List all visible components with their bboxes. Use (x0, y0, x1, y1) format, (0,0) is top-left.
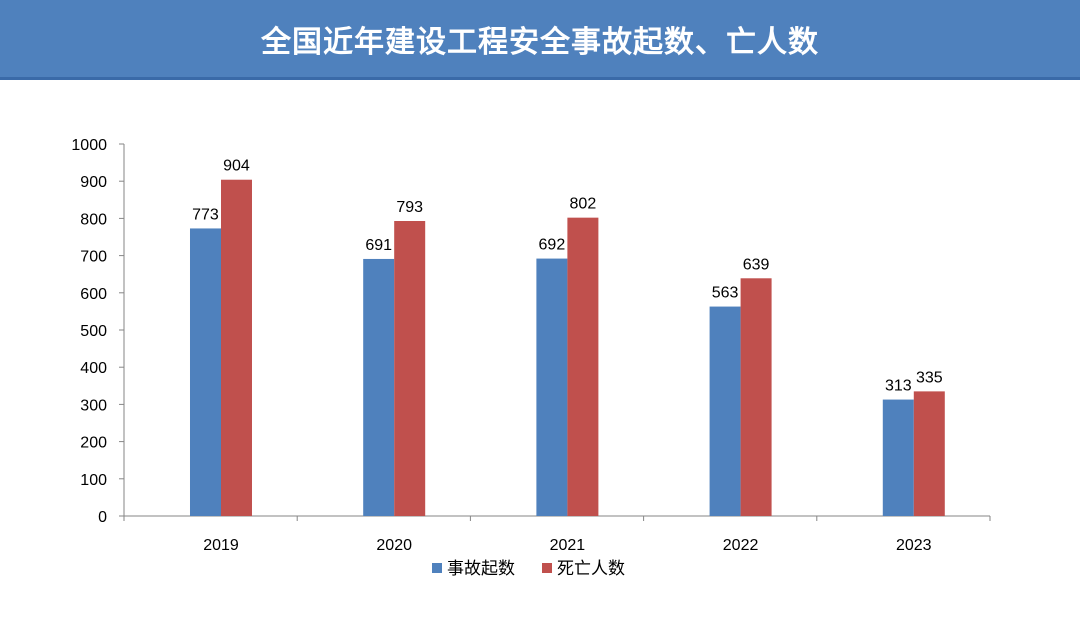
bar-deaths (740, 278, 772, 516)
title-banner: 全国近年建设工程安全事故起数、亡人数 (0, 0, 1080, 80)
y-tick-label: 100 (80, 472, 107, 489)
data-label: 773 (192, 206, 219, 223)
bar-accidents (189, 228, 221, 516)
data-label: 313 (885, 378, 912, 395)
page-title: 全国近年建设工程安全事故起数、亡人数 (261, 24, 819, 60)
y-tick-label: 1000 (71, 137, 107, 154)
data-label: 563 (712, 285, 739, 302)
bar-accidents (882, 399, 914, 516)
x-tick-label: 2023 (896, 537, 932, 554)
legend-label: 事故起数 (447, 559, 515, 579)
bar-deaths (913, 391, 945, 516)
bar-chart: 0 100 200 300 400 500 600 700 800 900 1000 773 904 20… (71, 137, 991, 579)
chart-area: 0 100 200 300 400 500 600 700 800 900 1000 773 904 20… (0, 80, 1080, 617)
data-label: 793 (396, 199, 423, 216)
data-label: 692 (539, 237, 566, 254)
legend-swatch (542, 563, 552, 573)
data-label: 802 (570, 196, 597, 213)
y-tick-label: 900 (80, 174, 107, 191)
bar-deaths (220, 179, 252, 516)
data-label: 335 (916, 369, 943, 386)
x-tick-label: 2020 (376, 537, 412, 554)
legend-label: 死亡人数 (557, 559, 625, 579)
bar-deaths (567, 217, 599, 516)
y-tick-label: 700 (80, 249, 107, 266)
bar-deaths (394, 221, 426, 516)
y-tick-label: 300 (80, 397, 107, 414)
bar-accidents (536, 258, 568, 516)
data-label: 691 (365, 237, 392, 254)
y-tick-label: 800 (80, 211, 107, 228)
x-tick-label: 2021 (550, 537, 586, 554)
y-tick-label: 0 (98, 509, 107, 526)
bar-accidents (709, 306, 741, 516)
legend-swatch (432, 563, 442, 573)
bar-accidents (363, 258, 395, 516)
x-tick-label: 2019 (203, 537, 239, 554)
y-tick-label: 500 (80, 323, 107, 340)
data-label: 904 (223, 158, 250, 175)
data-label: 639 (743, 256, 770, 273)
y-tick-label: 400 (80, 360, 107, 377)
x-tick-label: 2022 (723, 537, 759, 554)
y-tick-label: 200 (80, 435, 107, 452)
y-tick-label: 600 (80, 286, 107, 303)
